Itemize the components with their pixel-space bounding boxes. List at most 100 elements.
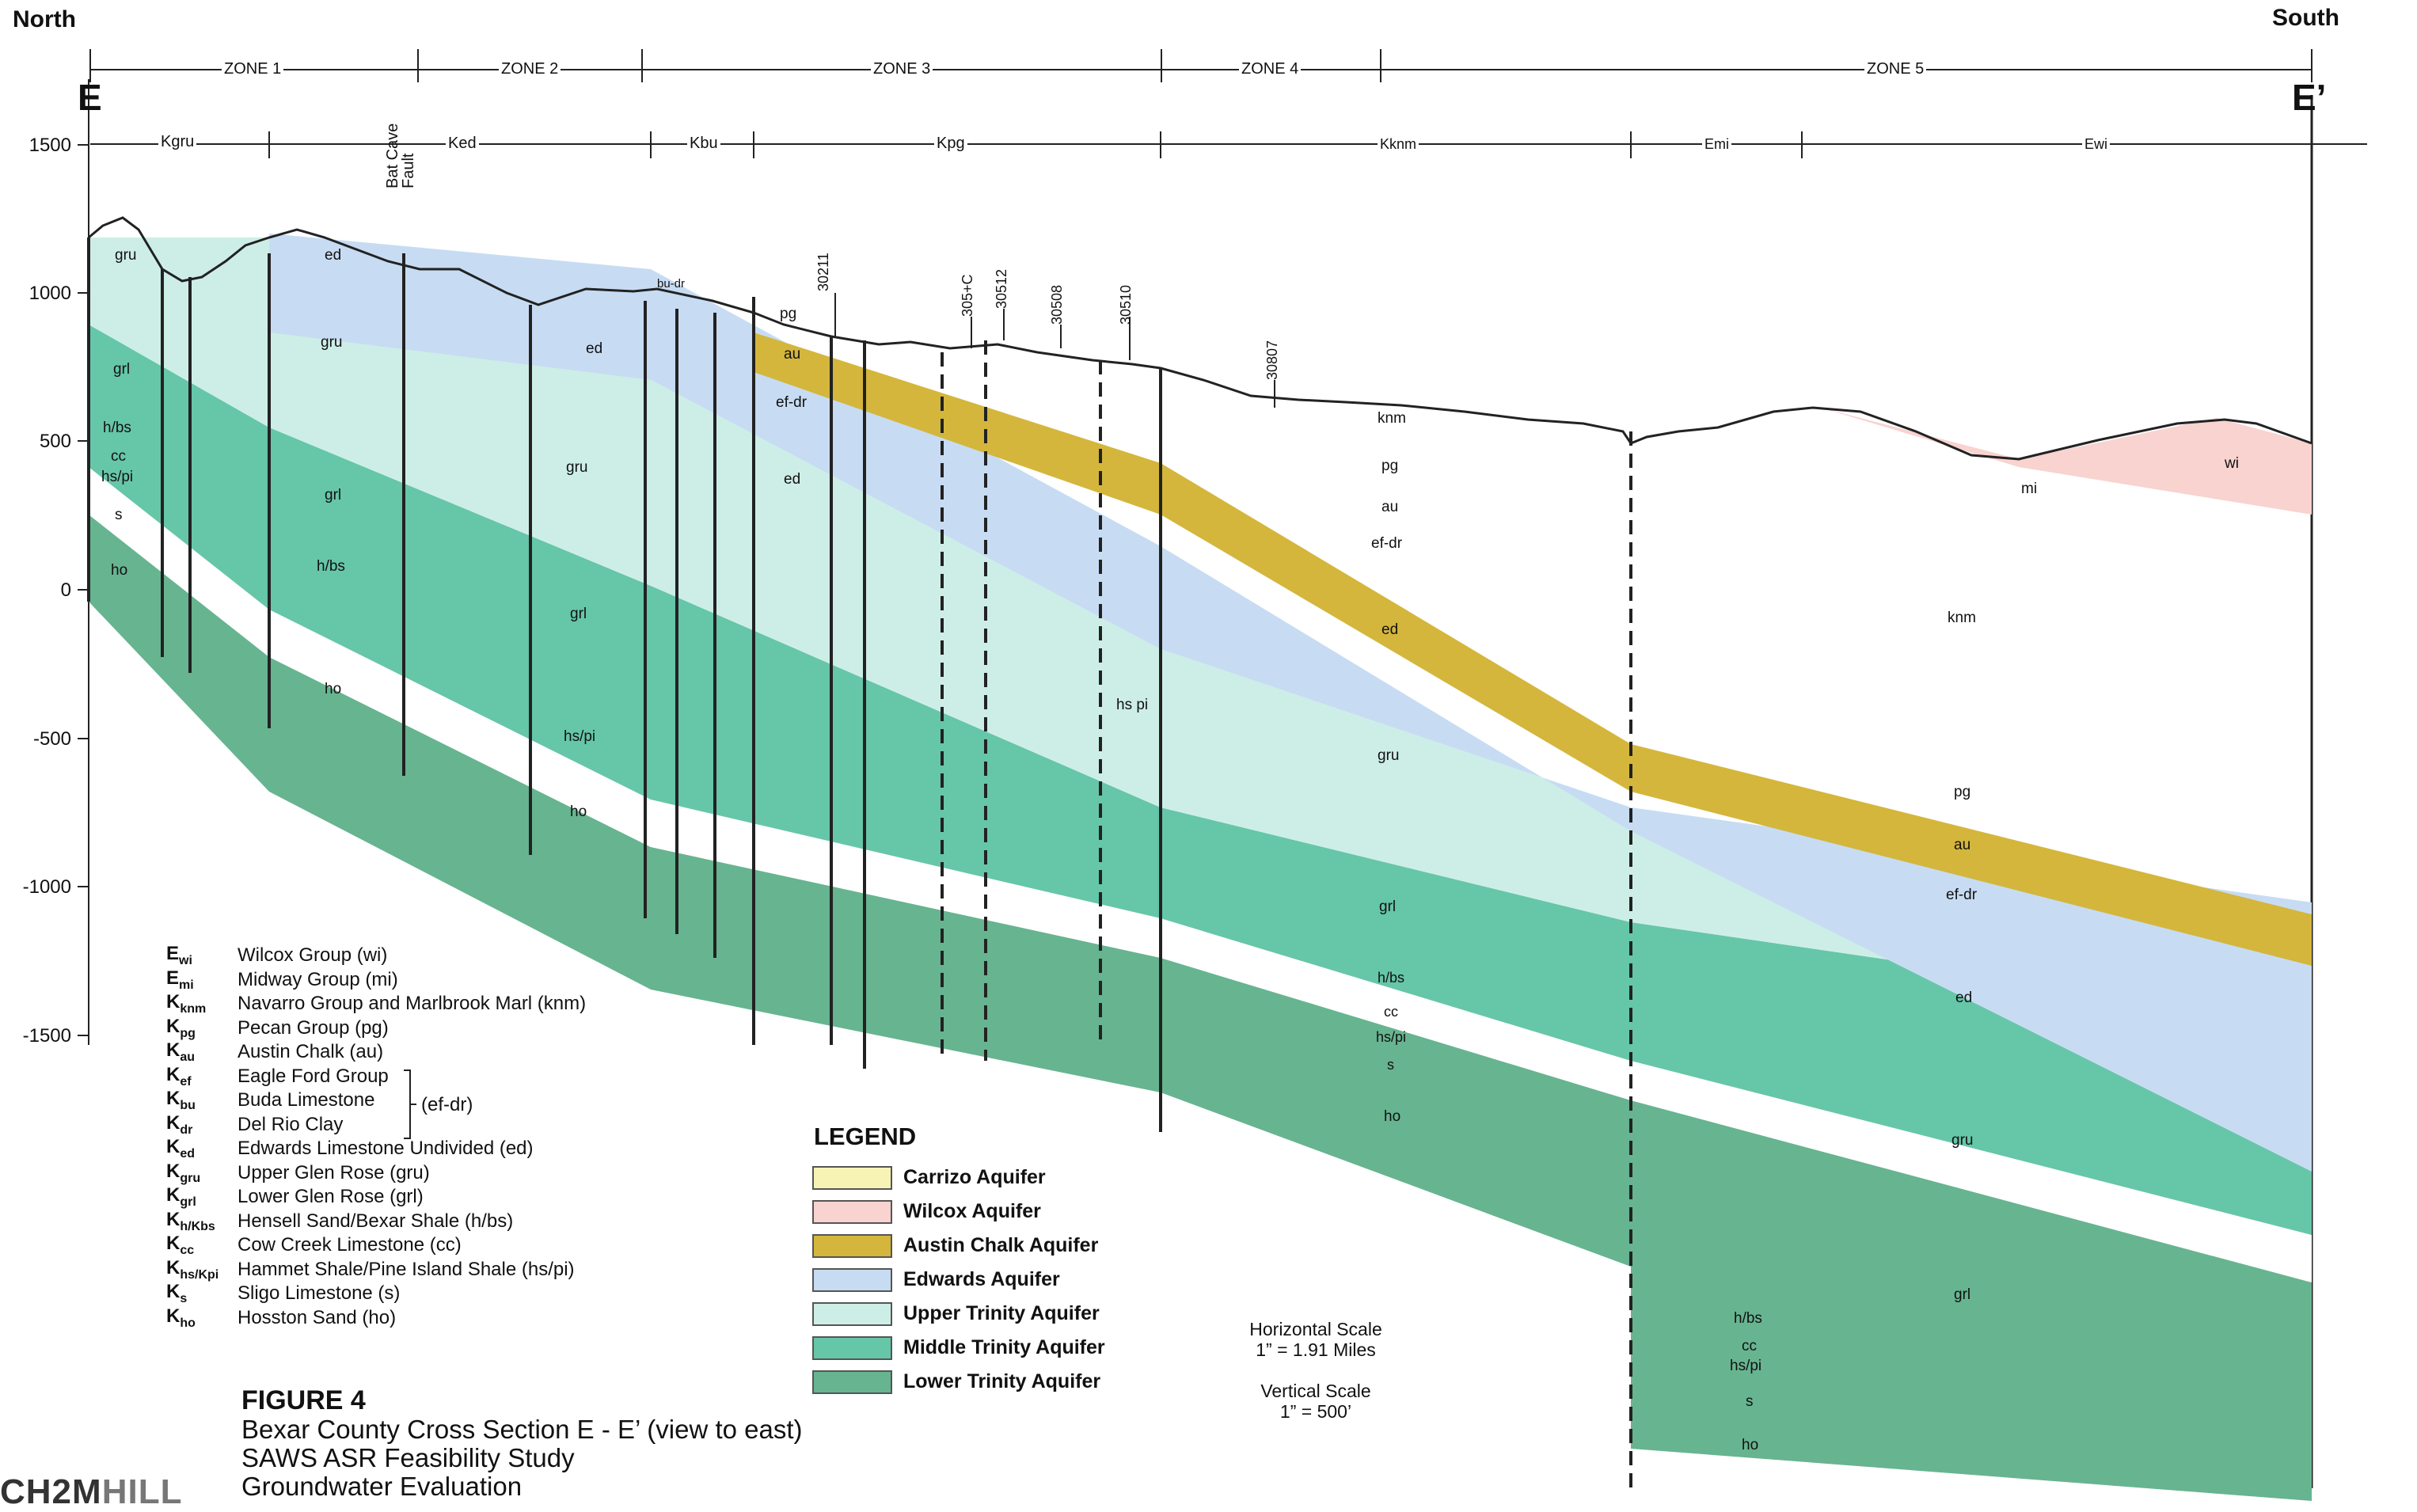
abbreviation-row: Kdr Del Rio Clay — [166, 1111, 344, 1137]
abbreviation-row: Kef Eagle Ford Group — [166, 1063, 389, 1088]
unit-label: hs/pi — [1376, 1029, 1407, 1045]
unit-label: cc — [111, 448, 126, 465]
boreholes — [87, 237, 1632, 1488]
vertical-scale-value: 1” = 500’ — [1279, 1401, 1352, 1422]
unit-label: s — [1746, 1393, 1754, 1410]
section-end-label: E’ — [2292, 77, 2327, 118]
unit-label: mi — [2021, 481, 2038, 497]
unit-label: ef-dr — [1371, 535, 1403, 552]
unit-label: knm — [1378, 410, 1406, 427]
legend-swatch — [812, 1267, 892, 1292]
outcrop-ked-label: Ked — [446, 135, 479, 153]
unit-label: grl — [113, 361, 131, 378]
tick-500: 500 — [39, 431, 71, 452]
zone-2-label: ZONE 2 — [499, 60, 561, 78]
unit-label: ho — [325, 681, 342, 697]
unit-label: cc — [1742, 1338, 1757, 1354]
legend-item-wilcox: Wilcox Aquifer — [812, 1195, 1105, 1229]
abbreviation-row: Ewi Wilcox Group (wi) — [166, 943, 388, 968]
unit-label: gru — [115, 247, 137, 264]
abbreviation-row: Kho Hosston Sand (ho) — [166, 1305, 397, 1330]
zone-1-label: ZONE 1 — [222, 60, 284, 78]
unit-label: ef-dr — [776, 394, 808, 411]
outcrop-dimension-line — [90, 131, 2367, 158]
well-30512: 30512 — [994, 268, 1009, 309]
legend-item-austin-chalk: Austin Chalk Aquifer — [812, 1229, 1105, 1263]
abbreviation-row: Kh/Kbs Hensell Sand/Bexar Shale (h/bs) — [166, 1208, 514, 1233]
abbreviation-row: Kau Austin Chalk (au) — [166, 1039, 384, 1065]
legend-item-carrizo: Carrizo Aquifer — [812, 1161, 1105, 1195]
outcrop-kbu-label: Kbu — [687, 135, 720, 153]
austin-chalk-band — [754, 332, 2312, 966]
efdr-group-label: (ef-dr) — [421, 1094, 473, 1115]
well-30211: 30211 — [815, 253, 831, 291]
legend-item-edwards: Edwards Aquifer — [812, 1263, 1105, 1297]
unit-label: s — [1387, 1057, 1394, 1073]
well-305c: 305+C — [960, 274, 975, 317]
outcrop-kpg-label: Kpg — [934, 135, 967, 153]
unit-label: grl — [1954, 1286, 1971, 1303]
abbreviation-row: Kgru Upper Glen Rose (gru) — [166, 1160, 430, 1185]
outcrop-kknm-label: Kknm — [1378, 136, 1419, 153]
unit-label: bu-dr — [657, 277, 686, 291]
abbreviation-row: Khs/Kpi Hammet Shale/Pine Island Shale (h… — [166, 1256, 575, 1282]
tick-neg500: -500 — [32, 728, 71, 750]
unit-label: grl — [325, 487, 342, 503]
abbreviation-row: Kgrl Lower Glen Rose (grl) — [166, 1184, 424, 1210]
unit-label: wi — [2225, 455, 2239, 472]
efdr-bracket — [404, 1069, 416, 1139]
abbreviation-row: Ked Edwards Limestone Undivided (ed) — [166, 1136, 534, 1161]
figure-line-2: SAWS ASR Feasibility Study — [241, 1443, 575, 1472]
figure-number: FIGURE 4 — [241, 1385, 366, 1415]
outcrop-emi-label: Emi — [1702, 136, 1731, 153]
middle-trinity-band — [89, 325, 2312, 1235]
abbreviation-row: Kbu Buda Limestone — [166, 1088, 375, 1113]
unit-label: hs/pi — [101, 469, 134, 485]
unit-label: ef-dr — [1946, 887, 1978, 903]
legend-swatch — [812, 1233, 892, 1258]
unit-label: h/bs — [1378, 970, 1405, 986]
lower-trinity-band — [89, 515, 2312, 1501]
unit-label: pg — [780, 306, 797, 322]
tick-neg1000: -1000 — [22, 876, 71, 898]
legend-swatch — [812, 1370, 892, 1394]
abbreviation-row: Ks Sligo Limestone (s) — [166, 1281, 401, 1306]
unit-label: ed — [1381, 621, 1399, 638]
figure-line-3: Groundwater Evaluation — [241, 1472, 523, 1501]
unit-label: au — [1381, 499, 1399, 515]
abbreviation-row: Kknm Navarro Group and Marlbrook Marl (kn… — [166, 991, 587, 1016]
figure-line-1: Bexar County Cross Section E - E’ (view … — [241, 1415, 803, 1444]
outcrop-kgru-label: Kgru — [158, 133, 197, 151]
legend-swatch — [812, 1165, 892, 1190]
unit-label: knm — [1948, 610, 1976, 626]
north-label: North — [13, 6, 76, 32]
outcrop-ewi-label: Ewi — [2082, 136, 2111, 153]
abbreviation-row: Kcc Cow Creek Limestone (cc) — [166, 1233, 462, 1258]
section-start-label: E — [78, 77, 102, 118]
well-30508: 30508 — [1049, 284, 1065, 325]
tick-1500: 1500 — [29, 135, 71, 156]
unit-label: au — [784, 346, 801, 363]
legend-swatch — [812, 1335, 892, 1360]
horizontal-scale-value: 1” = 1.91 Miles — [1256, 1339, 1376, 1360]
tick-neg1500: -1500 — [22, 1025, 71, 1047]
unit-label: hs/pi — [1730, 1358, 1762, 1374]
fault-label: Bat Cave Fault — [384, 123, 417, 188]
unit-label: cc — [1384, 1004, 1398, 1020]
ch2mhill-logo: CH2MHILL — [0, 1472, 183, 1511]
unit-label: gru — [1951, 1132, 1974, 1149]
unit-label: h/bs — [1734, 1310, 1762, 1327]
unit-label: ho — [570, 803, 587, 820]
zone-5-label: ZONE 5 — [1864, 60, 1927, 78]
legend-item-middle-trinity: Middle Trinity Aquifer — [812, 1331, 1105, 1365]
wilcox-band — [1821, 408, 2312, 515]
unit-label: gru — [321, 334, 343, 351]
unit-label: s — [115, 507, 123, 523]
unit-label: ed — [325, 247, 342, 264]
unit-label: ed — [1955, 990, 1973, 1006]
unit-label: au — [1954, 837, 1971, 853]
unit-label: hs/pi — [564, 728, 596, 745]
legend-item-lower-trinity: Lower Trinity Aquifer — [812, 1365, 1105, 1399]
unit-label: pg — [1381, 458, 1399, 474]
